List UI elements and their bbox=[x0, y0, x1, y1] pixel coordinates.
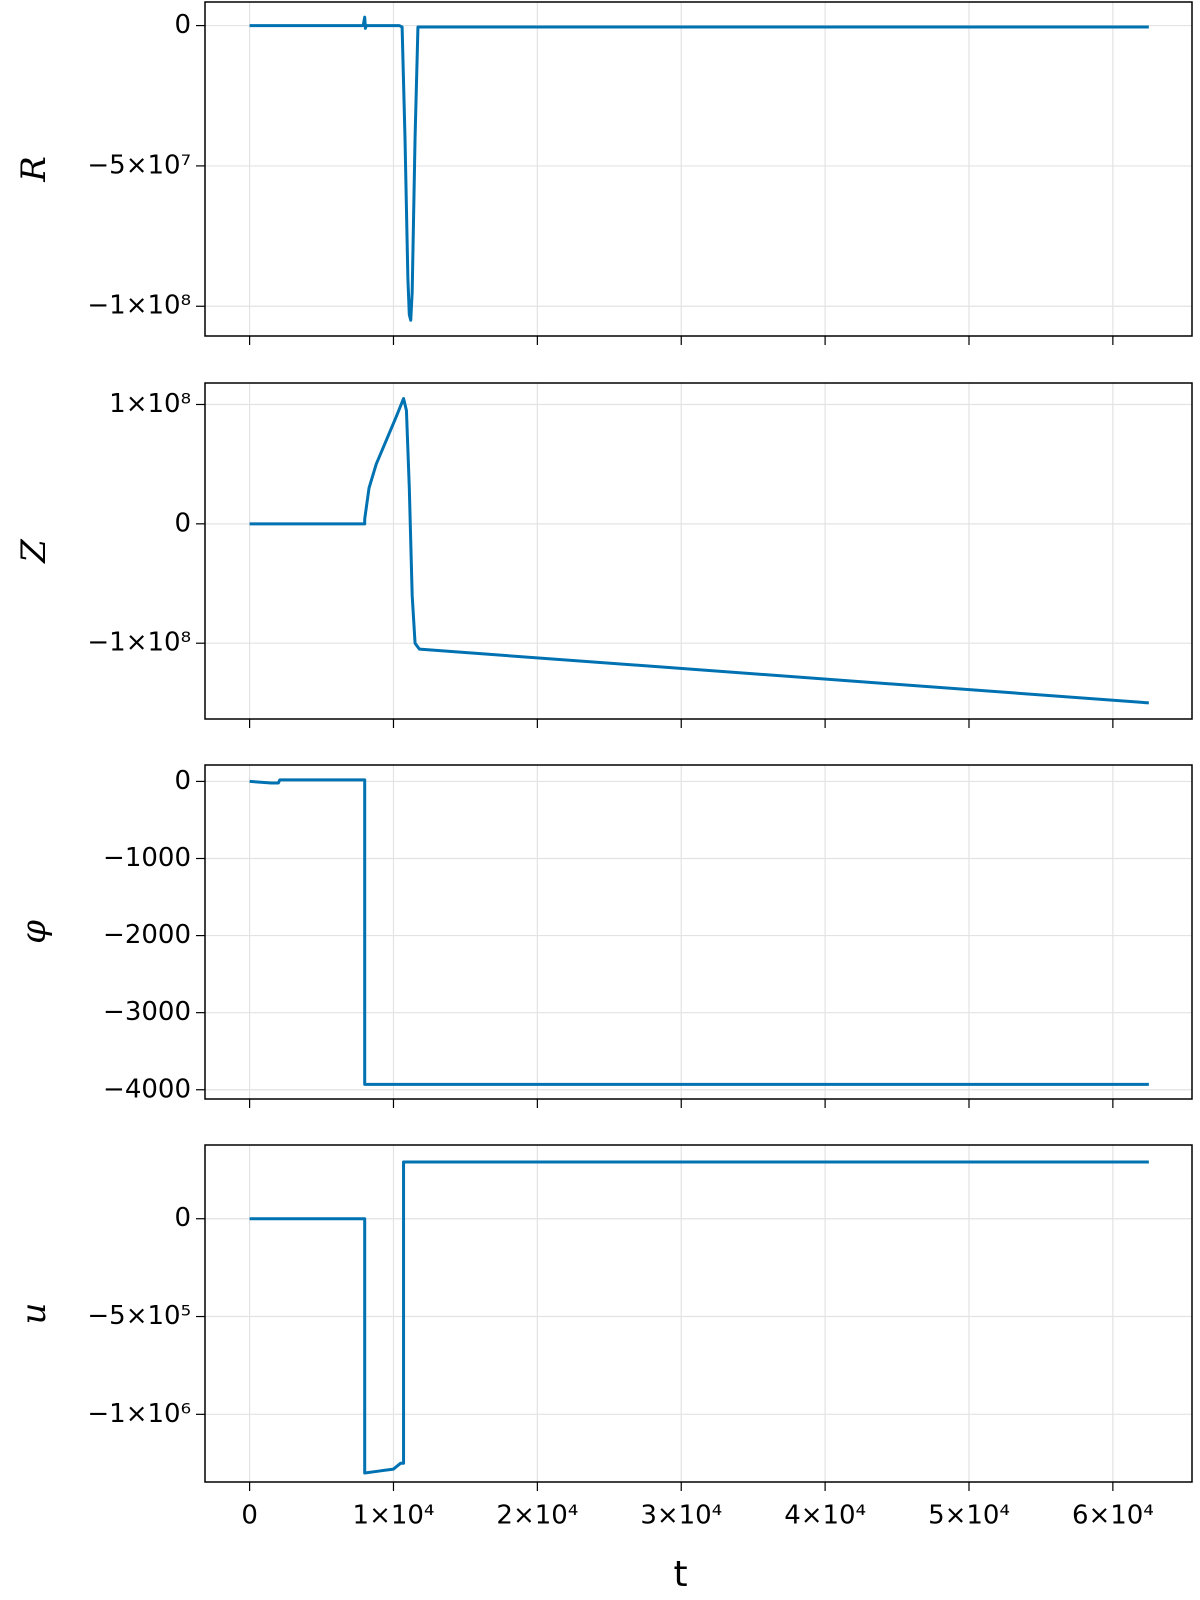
x-tick-label: 1×10⁴ bbox=[353, 1501, 435, 1531]
plot-frame bbox=[204, 764, 1193, 1100]
y-tick-label: −1×10⁸ bbox=[87, 628, 191, 658]
x-tick-label: 6×10⁴ bbox=[1072, 1501, 1154, 1531]
data-line bbox=[249, 15, 1149, 322]
plot-frame bbox=[204, 382, 1193, 720]
y-tick-label: 0 bbox=[174, 10, 191, 40]
plot-frame bbox=[204, 1, 1193, 337]
y-tick-label: −1×10⁸ bbox=[87, 291, 191, 321]
x-tick-label: 5×10⁴ bbox=[928, 1501, 1010, 1531]
data-line bbox=[249, 778, 1149, 1086]
y-axis-label: u bbox=[14, 1303, 54, 1325]
y-axis-label: R bbox=[14, 156, 54, 183]
y-tick-label: −5×10⁷ bbox=[87, 150, 191, 180]
y-tick-label: 0 bbox=[174, 766, 191, 796]
data-line bbox=[249, 1160, 1149, 1475]
x-axis-label: t bbox=[673, 1554, 687, 1595]
y-tick-label: −3000 bbox=[103, 997, 191, 1027]
x-tick-label: 4×10⁴ bbox=[784, 1501, 866, 1531]
y-tick-label: 0 bbox=[174, 1203, 191, 1233]
data-line bbox=[249, 397, 1149, 705]
y-tick-label: −1000 bbox=[103, 843, 191, 873]
y-tick-label: 1×10⁸ bbox=[109, 389, 191, 419]
y-tick-label: −1×10⁶ bbox=[87, 1399, 191, 1429]
x-tick-label: 2×10⁴ bbox=[496, 1501, 578, 1531]
y-axis-label: Z bbox=[14, 538, 54, 564]
y-tick-label: −5×10⁵ bbox=[87, 1301, 191, 1331]
y-tick-label: −2000 bbox=[103, 920, 191, 950]
plot-frame bbox=[204, 1144, 1193, 1483]
y-axis-label: φ bbox=[14, 920, 54, 944]
y-tick-label: 0 bbox=[174, 508, 191, 538]
x-tick-label: 0 bbox=[241, 1501, 258, 1531]
x-tick-label: 3×10⁴ bbox=[640, 1501, 722, 1531]
y-tick-label: −4000 bbox=[103, 1074, 191, 1104]
